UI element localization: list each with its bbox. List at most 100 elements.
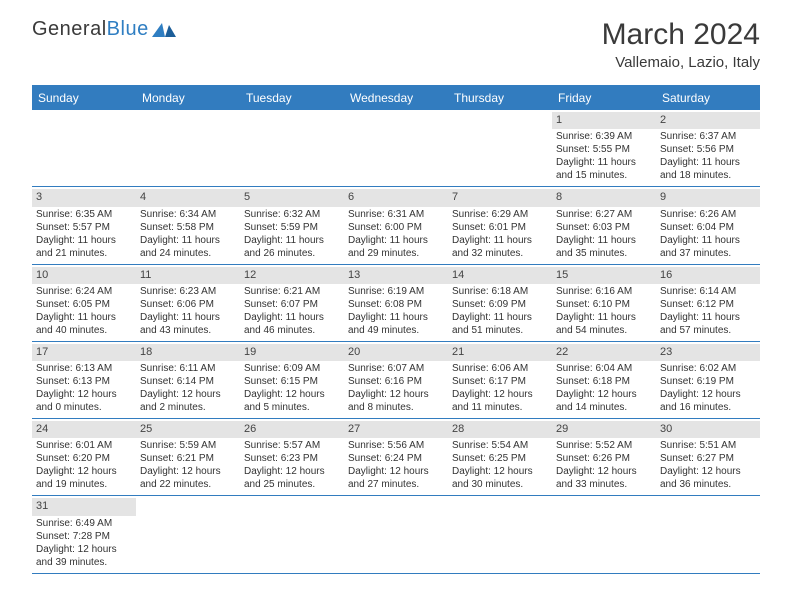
brand-part1: General bbox=[32, 18, 107, 41]
week-row: 31Sunrise: 6:49 AMSunset: 7:28 PMDayligh… bbox=[32, 496, 760, 573]
sunset-text: Sunset: 5:57 PM bbox=[36, 221, 132, 234]
day-cell: 24Sunrise: 6:01 AMSunset: 6:20 PMDayligh… bbox=[32, 419, 136, 495]
sunrise-text: Sunrise: 6:01 AM bbox=[36, 439, 132, 452]
day-cell bbox=[448, 110, 552, 186]
day-number: 25 bbox=[140, 423, 152, 435]
daylight-text: Daylight: 12 hours and 19 minutes. bbox=[36, 465, 132, 491]
day-cell bbox=[136, 110, 240, 186]
day-cell: 10Sunrise: 6:24 AMSunset: 6:05 PMDayligh… bbox=[32, 265, 136, 341]
day-number-row: 19 bbox=[240, 344, 344, 361]
day-number-row: 20 bbox=[344, 344, 448, 361]
sunrise-text: Sunrise: 6:02 AM bbox=[660, 362, 756, 375]
day-number: 14 bbox=[452, 269, 464, 281]
brand-logo: GeneralBlue bbox=[32, 18, 176, 41]
day-cell: 12Sunrise: 6:21 AMSunset: 6:07 PMDayligh… bbox=[240, 265, 344, 341]
sunrise-text: Sunrise: 6:19 AM bbox=[348, 285, 444, 298]
sunset-text: Sunset: 6:05 PM bbox=[36, 298, 132, 311]
day-of-week-cell: Saturday bbox=[656, 87, 760, 110]
sunrise-text: Sunrise: 6:18 AM bbox=[452, 285, 548, 298]
daylight-text: Daylight: 12 hours and 27 minutes. bbox=[348, 465, 444, 491]
day-cell: 28Sunrise: 5:54 AMSunset: 6:25 PMDayligh… bbox=[448, 419, 552, 495]
day-number: 17 bbox=[36, 346, 48, 358]
day-cell: 22Sunrise: 6:04 AMSunset: 6:18 PMDayligh… bbox=[552, 342, 656, 418]
day-number: 7 bbox=[452, 191, 458, 203]
daylight-text: Daylight: 11 hours and 54 minutes. bbox=[556, 311, 652, 337]
sunrise-text: Sunrise: 6:21 AM bbox=[244, 285, 340, 298]
sunset-text: Sunset: 6:16 PM bbox=[348, 375, 444, 388]
day-cell: 7Sunrise: 6:29 AMSunset: 6:01 PMDaylight… bbox=[448, 187, 552, 263]
sunset-text: Sunset: 6:17 PM bbox=[452, 375, 548, 388]
day-number: 18 bbox=[140, 346, 152, 358]
daylight-text: Daylight: 11 hours and 57 minutes. bbox=[660, 311, 756, 337]
sunrise-text: Sunrise: 5:56 AM bbox=[348, 439, 444, 452]
day-cell: 19Sunrise: 6:09 AMSunset: 6:15 PMDayligh… bbox=[240, 342, 344, 418]
day-number: 23 bbox=[660, 346, 672, 358]
day-cell: 27Sunrise: 5:56 AMSunset: 6:24 PMDayligh… bbox=[344, 419, 448, 495]
daylight-text: Daylight: 11 hours and 51 minutes. bbox=[452, 311, 548, 337]
daylight-text: Daylight: 11 hours and 35 minutes. bbox=[556, 234, 652, 260]
sunset-text: Sunset: 6:14 PM bbox=[140, 375, 236, 388]
daylight-text: Daylight: 12 hours and 11 minutes. bbox=[452, 388, 548, 414]
daylight-text: Daylight: 12 hours and 14 minutes. bbox=[556, 388, 652, 414]
day-number: 3 bbox=[36, 191, 42, 203]
sunset-text: Sunset: 6:24 PM bbox=[348, 452, 444, 465]
day-cell: 1Sunrise: 6:39 AMSunset: 5:55 PMDaylight… bbox=[552, 110, 656, 186]
sunset-text: Sunset: 5:56 PM bbox=[660, 143, 756, 156]
sunset-text: Sunset: 6:15 PM bbox=[244, 375, 340, 388]
day-cell: 6Sunrise: 6:31 AMSunset: 6:00 PMDaylight… bbox=[344, 187, 448, 263]
day-number: 13 bbox=[348, 269, 360, 281]
daylight-text: Daylight: 12 hours and 2 minutes. bbox=[140, 388, 236, 414]
day-number: 22 bbox=[556, 346, 568, 358]
day-number-row: 22 bbox=[552, 344, 656, 361]
sunrise-text: Sunrise: 6:35 AM bbox=[36, 208, 132, 221]
day-of-week-row: SundayMondayTuesdayWednesdayThursdayFrid… bbox=[32, 87, 760, 110]
week-row: 10Sunrise: 6:24 AMSunset: 6:05 PMDayligh… bbox=[32, 265, 760, 342]
day-number-row: 25 bbox=[136, 421, 240, 438]
daylight-text: Daylight: 11 hours and 43 minutes. bbox=[140, 311, 236, 337]
day-number: 4 bbox=[140, 191, 146, 203]
day-cell: 14Sunrise: 6:18 AMSunset: 6:09 PMDayligh… bbox=[448, 265, 552, 341]
day-cell: 29Sunrise: 5:52 AMSunset: 6:26 PMDayligh… bbox=[552, 419, 656, 495]
day-number: 29 bbox=[556, 423, 568, 435]
day-number-row: 10 bbox=[32, 267, 136, 284]
week-row: 1Sunrise: 6:39 AMSunset: 5:55 PMDaylight… bbox=[32, 110, 760, 187]
daylight-text: Daylight: 12 hours and 25 minutes. bbox=[244, 465, 340, 491]
month-title: March 2024 bbox=[602, 18, 760, 52]
day-number: 26 bbox=[244, 423, 256, 435]
day-number: 28 bbox=[452, 423, 464, 435]
daylight-text: Daylight: 11 hours and 40 minutes. bbox=[36, 311, 132, 337]
sunrise-text: Sunrise: 6:27 AM bbox=[556, 208, 652, 221]
day-cell: 23Sunrise: 6:02 AMSunset: 6:19 PMDayligh… bbox=[656, 342, 760, 418]
day-number-row: 11 bbox=[136, 267, 240, 284]
day-cell: 30Sunrise: 5:51 AMSunset: 6:27 PMDayligh… bbox=[656, 419, 760, 495]
sunset-text: Sunset: 5:59 PM bbox=[244, 221, 340, 234]
sunset-text: Sunset: 6:23 PM bbox=[244, 452, 340, 465]
day-number: 8 bbox=[556, 191, 562, 203]
day-number: 21 bbox=[452, 346, 464, 358]
day-number-row: 21 bbox=[448, 344, 552, 361]
day-number-row: 26 bbox=[240, 421, 344, 438]
day-number: 20 bbox=[348, 346, 360, 358]
day-number-row: 9 bbox=[656, 189, 760, 206]
daylight-text: Daylight: 11 hours and 21 minutes. bbox=[36, 234, 132, 260]
day-number-row: 29 bbox=[552, 421, 656, 438]
sunrise-text: Sunrise: 6:49 AM bbox=[36, 517, 132, 530]
day-cell: 21Sunrise: 6:06 AMSunset: 6:17 PMDayligh… bbox=[448, 342, 552, 418]
sunrise-text: Sunrise: 6:14 AM bbox=[660, 285, 756, 298]
day-of-week-cell: Thursday bbox=[448, 87, 552, 110]
sunset-text: Sunset: 6:03 PM bbox=[556, 221, 652, 234]
sunrise-text: Sunrise: 6:07 AM bbox=[348, 362, 444, 375]
week-row: 3Sunrise: 6:35 AMSunset: 5:57 PMDaylight… bbox=[32, 187, 760, 264]
sunset-text: Sunset: 6:19 PM bbox=[660, 375, 756, 388]
day-number: 12 bbox=[244, 269, 256, 281]
day-number-row: 1 bbox=[552, 112, 656, 129]
day-cell: 20Sunrise: 6:07 AMSunset: 6:16 PMDayligh… bbox=[344, 342, 448, 418]
day-cell: 15Sunrise: 6:16 AMSunset: 6:10 PMDayligh… bbox=[552, 265, 656, 341]
day-cell bbox=[240, 496, 344, 572]
day-of-week-cell: Friday bbox=[552, 87, 656, 110]
sunset-text: Sunset: 6:06 PM bbox=[140, 298, 236, 311]
day-cell bbox=[656, 496, 760, 572]
day-of-week-cell: Monday bbox=[136, 87, 240, 110]
day-cell: 5Sunrise: 6:32 AMSunset: 5:59 PMDaylight… bbox=[240, 187, 344, 263]
day-number: 24 bbox=[36, 423, 48, 435]
